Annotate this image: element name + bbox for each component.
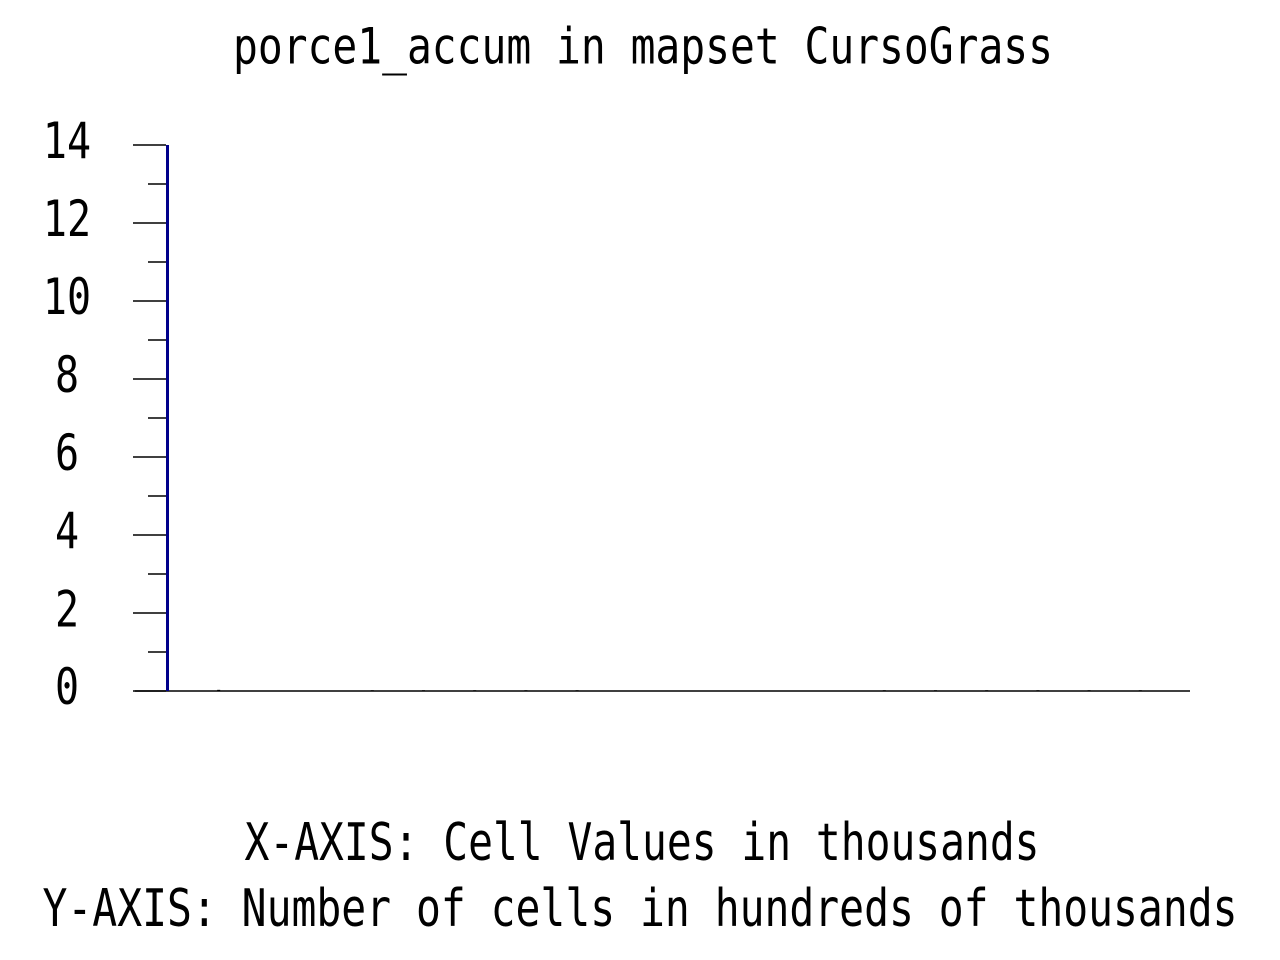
x-axis-label: X-AXIS: Cell Values in thousands [245,813,1040,873]
bar [1036,690,1040,691]
bar [166,145,169,691]
bar [422,690,425,691]
y-tick-label: 0 [55,658,79,717]
y-tick-label: 10 [43,268,91,327]
bar [882,690,886,691]
y-tick-label: 14 [43,112,91,171]
bar [524,690,528,691]
bar [934,690,937,691]
y-tick-label: 4 [55,502,79,561]
bar [1087,690,1091,691]
y-axis-label: Y-AXIS: Number of cells in hundreds of t… [43,879,1238,939]
bar [575,690,579,691]
bar [473,690,477,691]
y-tick-label: 2 [55,580,79,639]
y-tick-label: 6 [55,424,79,483]
y-tick-label: 12 [43,190,91,249]
bar [370,690,374,691]
chart-title: porce1_accum in mapset CursoGrass [233,18,1053,76]
y-tick-label: 8 [55,346,79,405]
bar [217,689,221,691]
bar [1138,690,1142,691]
bar [985,690,989,691]
